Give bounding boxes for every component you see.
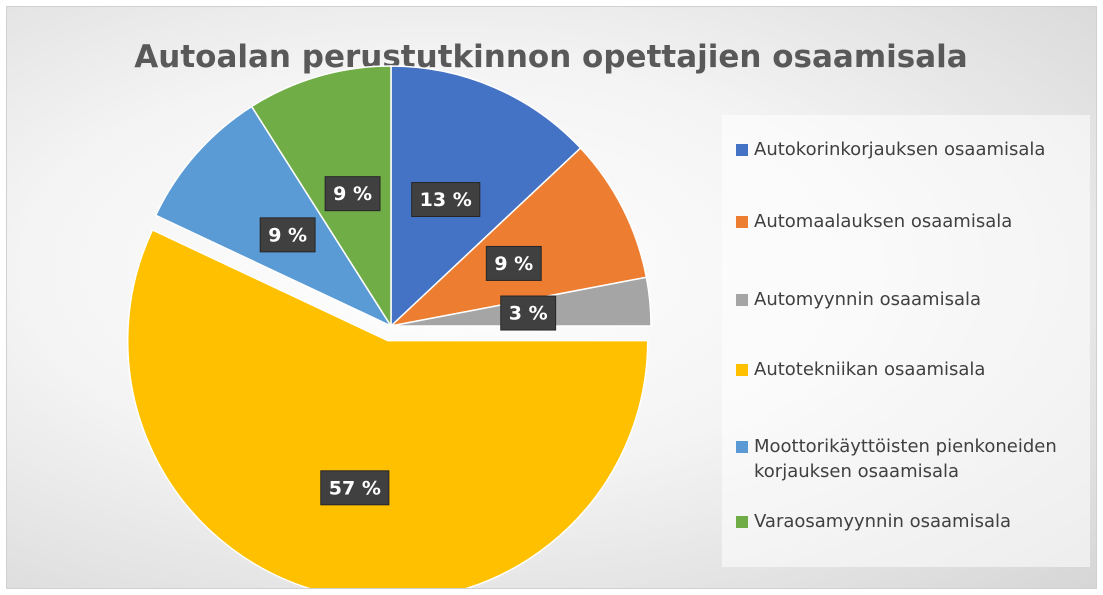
legend-item: Autotekniikan osaamisala (736, 357, 1096, 382)
data-label-box (320, 470, 390, 506)
legend-label: Autotekniikan osaamisala (754, 359, 986, 380)
data-label-text: 13 % (420, 189, 472, 211)
legend-swatch (736, 516, 748, 528)
chart: Autoalan perustutkinnon opettajien osaam… (127, 39, 968, 588)
data-label-text: 57 % (329, 477, 381, 499)
legend: Autokorinkorjauksen osaamisala Automaalau… (722, 115, 1090, 567)
legend-item: Varaosamyynnin osaamisala (736, 509, 1096, 534)
data-label-text: 3 % (509, 303, 548, 325)
pie-slice (388, 146, 648, 328)
chart-area: Autoalan perustutkinnon opettajien osaam… (6, 6, 1097, 589)
legend-swatch (736, 216, 748, 228)
legend-item: Moottorikäyttöisten pienkoneiden korjauk… (736, 434, 1096, 484)
pie-slice (390, 65, 582, 328)
legend-swatch (736, 364, 748, 376)
legend-label: Moottorikäyttöisten pienkoneiden korjauk… (754, 436, 1057, 482)
data-label: 13 % (411, 182, 481, 218)
pie-slice (154, 105, 394, 328)
data-label-text: 9 % (268, 224, 307, 246)
data-label: 9 % (259, 217, 316, 253)
data-label: 9 % (324, 176, 381, 212)
chart-title: Autoalan perustutkinnon opettajien osaam… (134, 39, 967, 75)
data-label-text: 9 % (494, 253, 533, 275)
legend-swatch (736, 441, 748, 453)
data-label: 57 % (320, 470, 390, 506)
legend-item: Autokorinkorjauksen osaamisala (736, 137, 1096, 162)
legend-label: Autokorinkorjauksen osaamisala (754, 139, 1046, 160)
data-label: 9 % (485, 245, 542, 281)
data-label-box (259, 217, 316, 253)
legend-label: Varaosamyynnin osaamisala (754, 511, 1012, 532)
data-label-box (324, 176, 381, 212)
legend-swatch (736, 294, 748, 306)
data-label-box (485, 245, 542, 281)
data-label-box (500, 295, 557, 331)
data-label: 3 % (500, 295, 557, 331)
legend-item: Automaalauksen osaamisala (736, 209, 1096, 234)
pie-slice (127, 228, 649, 588)
data-label-text: 9 % (333, 183, 372, 205)
legend-swatch (736, 144, 748, 156)
pie-slice (250, 65, 392, 329)
data-label-box (411, 182, 481, 218)
legend-label: Automaalauksen osaamisala (754, 211, 1013, 232)
legend-item: Automyynnin osaamisala (736, 287, 1096, 312)
legend-label: Automyynnin osaamisala (754, 289, 982, 310)
